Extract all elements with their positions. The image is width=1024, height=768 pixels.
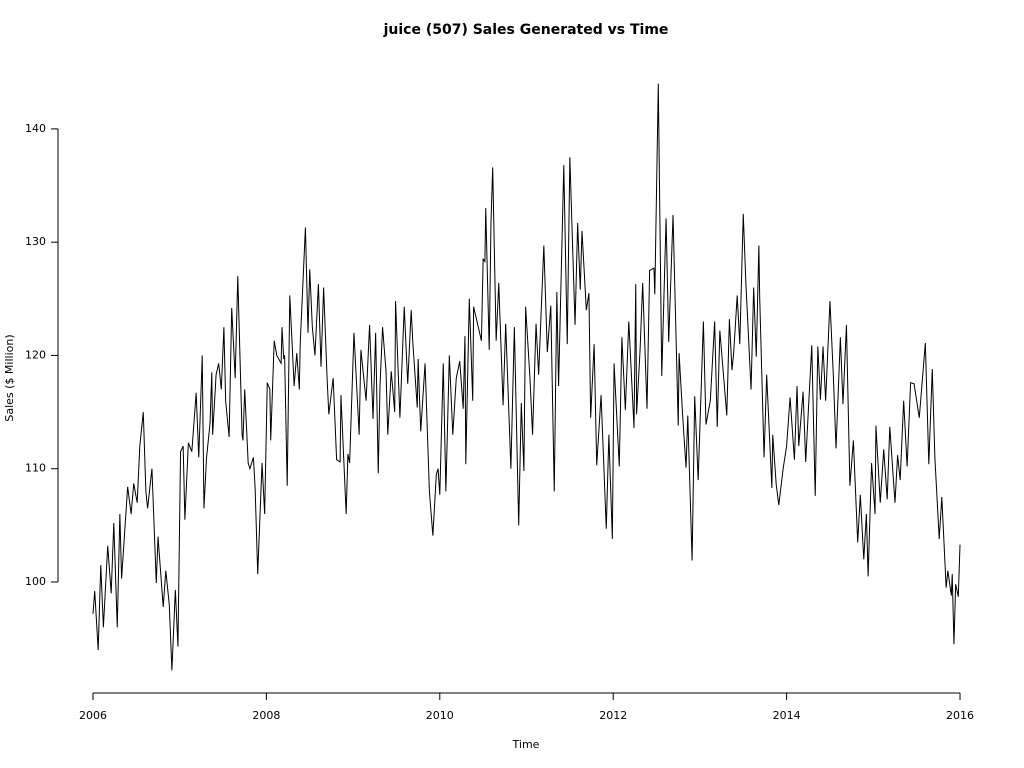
- x-tick-label: 2008: [252, 709, 280, 722]
- y-tick-label: 100: [25, 575, 46, 588]
- chart-title: juice (507) Sales Generated vs Time: [383, 22, 669, 38]
- x-tick-label: 2010: [426, 709, 454, 722]
- x-tick-label: 2016: [946, 709, 974, 722]
- data-line: [92, 83, 961, 671]
- y-tick-label: 120: [25, 348, 46, 361]
- x-tick-label: 2006: [79, 709, 107, 722]
- y-tick-label: 130: [25, 235, 46, 248]
- y-tick-label: 140: [25, 122, 46, 135]
- x-tick-label: 2014: [773, 709, 801, 722]
- x-tick-label: 2012: [599, 709, 627, 722]
- y-tick-label: 110: [25, 462, 46, 475]
- x-axis-label: Time: [512, 738, 540, 751]
- y-axis-label: Sales ($ Million): [3, 334, 16, 421]
